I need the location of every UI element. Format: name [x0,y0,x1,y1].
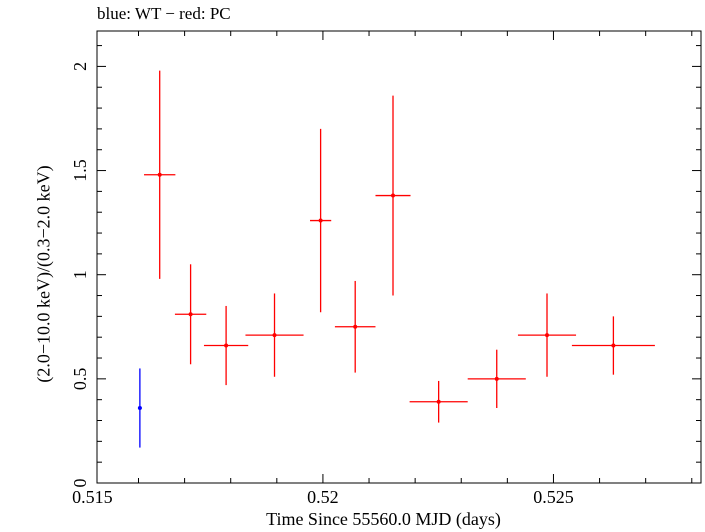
y-tick-label: 1.5 [70,159,90,182]
point-marker [224,343,229,348]
x-tick-label: 0.515 [72,487,113,507]
y-tick-label: 2 [70,62,90,71]
axis-ticks: 0.515 0.52 0.525 0 0.5 1 1.5 2 [70,31,701,507]
point-marker [318,218,323,223]
data-point-pc [245,293,304,377]
data-point-pc [517,293,577,377]
point-marker [494,376,499,381]
data-point-pc [144,70,176,279]
plot-frame [96,30,702,484]
y-tick-label: 0 [70,479,90,488]
data-point-pc [203,305,249,386]
y-tick-label: 1 [70,270,90,279]
point-marker [436,399,441,404]
x-axis-label: Time Since 55560.0 MJD (days) [266,509,501,529]
y-axis-label: (2.0−10.0 keV)/(0.3−2.0 keV) [33,165,54,383]
x-tick-label: 0.525 [533,487,574,507]
point-marker [391,193,396,198]
point-marker [157,172,162,177]
point-marker [137,406,142,411]
point-marker [188,312,193,317]
data-point-pc [174,264,207,365]
data-point-wt [137,368,142,448]
y-tick-label: 0.5 [70,368,90,391]
point-marker [272,333,277,338]
data-point-pc [310,128,332,313]
data-point-pc [571,316,655,375]
data-point-pc [375,95,411,296]
point-marker [611,343,616,348]
point-marker [353,324,358,329]
point-marker [545,333,550,338]
data-marks [137,70,655,448]
chart-title: blue: WT − red: PC [97,4,231,23]
x-tick-label: 0.52 [307,487,339,507]
data-point-pc [334,280,376,373]
data-point-pc [409,380,468,423]
data-point-pc [467,349,526,409]
